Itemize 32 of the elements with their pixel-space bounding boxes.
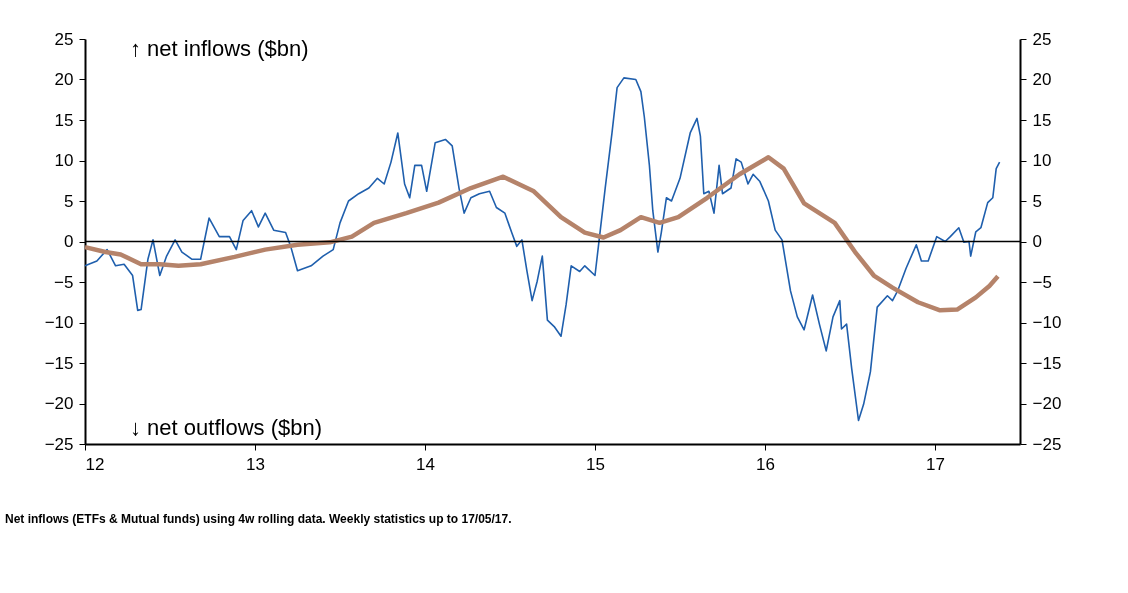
x-tick-label: 14: [416, 454, 435, 474]
y2-tick-label: 10: [1032, 151, 1052, 170]
y2-tick-label: 15: [1032, 110, 1052, 130]
y-tick-label: −5: [54, 272, 74, 292]
x-tick-label: 15: [586, 454, 605, 474]
y-tick-label: −20: [44, 394, 74, 413]
x-tick-label: 12: [85, 454, 105, 474]
y2-tick-label: −15: [1032, 353, 1062, 373]
y2-tick-label: −25: [1032, 434, 1062, 454]
y-tick-label: −25: [44, 434, 74, 454]
y-tick-label: 15: [54, 110, 74, 130]
y-tick-label: −10: [44, 313, 74, 332]
y2-tick-label: 0: [1032, 232, 1042, 251]
y-tick-label: 0: [64, 232, 74, 251]
y2-tick-label: 20: [1032, 70, 1052, 89]
y2-tick-label: 5: [1032, 191, 1042, 211]
y-tick-label: −15: [44, 353, 74, 373]
y2-tick-label: −5: [1032, 272, 1052, 292]
y-tick-label: 5: [64, 191, 74, 211]
y-tick-label: 25: [54, 29, 74, 49]
x-tick-label: 16: [756, 454, 775, 474]
y-tick-label: 10: [54, 151, 74, 170]
x-tick-label: 17: [926, 454, 945, 474]
annotation: ↓ net outflows ($bn): [130, 415, 322, 440]
y2-tick-label: −10: [1032, 313, 1062, 332]
annotation: ↑ net inflows ($bn): [130, 36, 309, 61]
line-series: [82, 155, 1001, 313]
y2-tick-label: −20: [1032, 394, 1062, 413]
y-tick-label: 20: [54, 70, 74, 89]
x-tick-label: 13: [246, 454, 265, 474]
text: Net inflows (ETFs & Mutual funds) using 4w rolling data. Weekly statistics up to 17/05/17.: [5, 512, 512, 526]
y2-tick-label: 25: [1032, 29, 1052, 49]
